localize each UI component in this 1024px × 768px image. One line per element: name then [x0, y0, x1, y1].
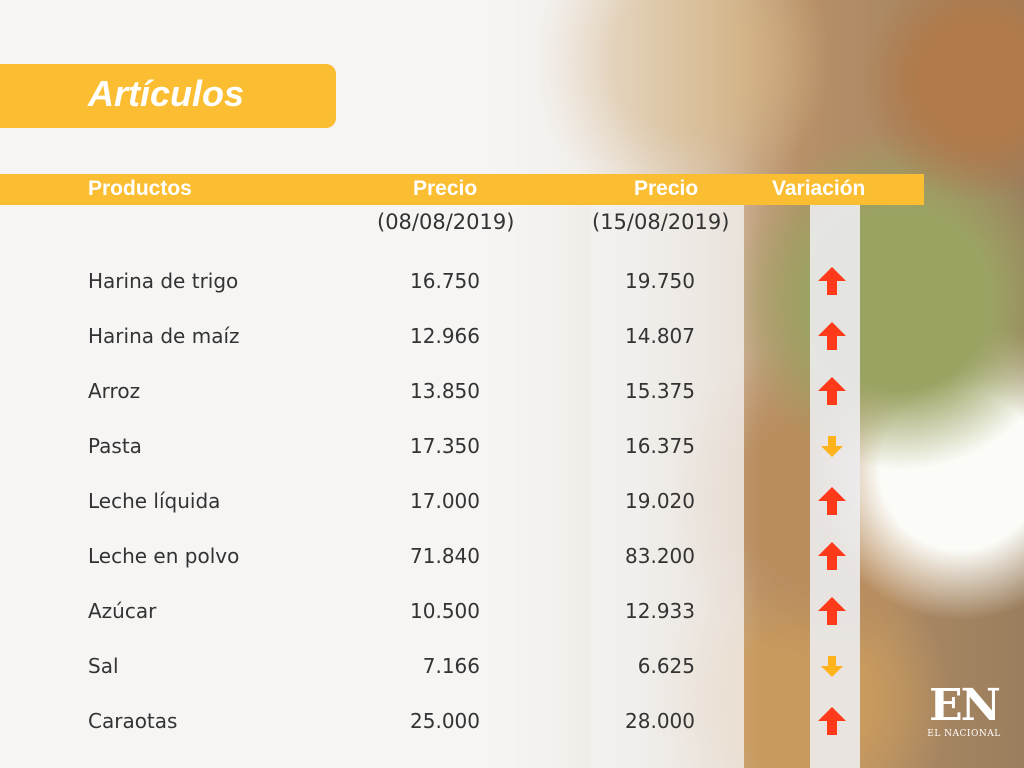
price-new: 15.375	[625, 379, 695, 403]
product-name: Pasta	[88, 434, 142, 458]
price-new: 14.807	[625, 324, 695, 348]
price-old: 25.000	[410, 709, 480, 733]
price-old: 13.850	[410, 379, 480, 403]
table-row: Arroz 13.850 15.375	[0, 364, 1024, 419]
variation-column-band	[810, 205, 860, 768]
price-new: 83.200	[625, 544, 695, 568]
logo-wordmark: EL NACIONAL	[927, 729, 1001, 739]
table-row: Azúcar 10.500 12.933	[0, 584, 1024, 639]
price-old: 12.966	[410, 324, 480, 348]
arrow-up-icon	[818, 597, 846, 625]
product-name: Harina de maíz	[88, 324, 240, 348]
price-new: 28.000	[625, 709, 695, 733]
table-header-bar	[0, 174, 924, 205]
product-name: Azúcar	[88, 599, 157, 623]
table-row: Harina de trigo 16.750 19.750	[0, 254, 1024, 309]
header-variation: Variación	[772, 177, 866, 200]
product-name: Caraotas	[88, 709, 178, 733]
product-name: Harina de trigo	[88, 269, 239, 293]
header-price1: Precio	[413, 177, 478, 200]
title-banner	[0, 64, 336, 128]
price-new: 12.933	[625, 599, 695, 623]
price-old: 10.500	[410, 599, 480, 623]
table-row: Harina de maíz 12.966 14.807	[0, 309, 1024, 364]
price2-column-band	[590, 205, 744, 768]
product-name: Leche en polvo	[88, 544, 240, 568]
product-name: Leche líquida	[88, 489, 221, 513]
table-row: Sal 7.166 6.625	[0, 639, 1024, 694]
product-name: Sal	[88, 654, 119, 678]
price-old: 17.000	[410, 489, 480, 513]
price-new: 16.375	[625, 434, 695, 458]
header-products: Productos	[88, 177, 192, 200]
arrow-up-icon	[818, 322, 846, 350]
header-price2-date: (15/08/2019)	[592, 210, 730, 234]
table-row: Pasta 17.350 16.375	[0, 419, 1024, 474]
arrow-up-icon	[818, 377, 846, 405]
header-price1-date: (08/08/2019)	[377, 210, 515, 234]
table-row: Leche en polvo 71.840 83.200	[0, 529, 1024, 584]
arrow-up-icon	[818, 267, 846, 295]
table-row: Caraotas 25.000 28.000	[0, 694, 1024, 749]
header-price2: Precio	[634, 177, 699, 200]
price-old: 7.166	[422, 654, 480, 678]
arrow-up-icon	[818, 487, 846, 515]
price-old: 71.840	[410, 544, 480, 568]
arrow-down-icon	[821, 656, 843, 677]
arrow-up-icon	[818, 707, 846, 735]
arrow-up-icon	[818, 542, 846, 570]
arrow-down-icon	[821, 436, 843, 457]
price-old: 17.350	[410, 434, 480, 458]
price-new: 19.750	[625, 269, 695, 293]
price-old: 16.750	[410, 269, 480, 293]
el-nacional-logo: EN EL NACIONAL	[926, 684, 1002, 744]
product-name: Arroz	[88, 379, 141, 403]
table-row: Leche líquida 17.000 19.020	[0, 474, 1024, 529]
page-title: Artículos	[88, 73, 245, 114]
price-new: 6.625	[637, 654, 695, 678]
price-new: 19.020	[625, 489, 695, 513]
logo-mark: EN	[929, 680, 1001, 731]
